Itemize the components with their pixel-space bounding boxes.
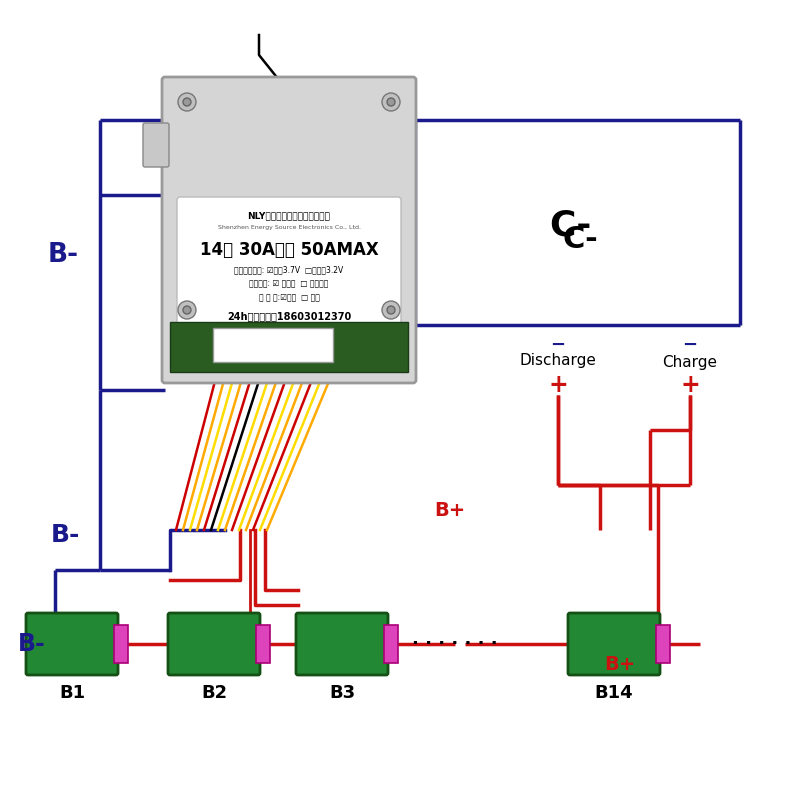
Text: · · · · · · ·: · · · · · · ·: [412, 635, 498, 653]
FancyBboxPatch shape: [143, 123, 169, 167]
Text: NLY深圳市能量源电子有限公司: NLY深圳市能量源电子有限公司: [247, 211, 330, 221]
Text: B-: B-: [47, 242, 78, 268]
Circle shape: [382, 93, 400, 111]
FancyBboxPatch shape: [162, 77, 416, 383]
FancyBboxPatch shape: [568, 613, 660, 675]
Text: 均衡功能: ☑ 常均衡  □ 不常均衡: 均衡功能: ☑ 常均衡 □ 不常均衡: [250, 279, 329, 289]
Text: C-: C-: [562, 226, 598, 254]
Circle shape: [178, 93, 196, 111]
Text: 24h服务电话：18603012370: 24h服务电话：18603012370: [227, 311, 351, 321]
FancyBboxPatch shape: [168, 613, 260, 675]
Text: B+: B+: [434, 501, 466, 519]
FancyBboxPatch shape: [26, 613, 118, 675]
Text: Discharge: Discharge: [519, 353, 597, 367]
Bar: [213, 328, 333, 362]
Text: 通 信 口:☑国口  □ 开口: 通 信 口:☑国口 □ 开口: [258, 294, 319, 302]
FancyBboxPatch shape: [296, 613, 388, 675]
Text: Charge: Charge: [662, 354, 718, 370]
Circle shape: [183, 306, 191, 314]
Text: B+: B+: [604, 655, 636, 674]
Text: B-: B-: [50, 523, 80, 547]
Text: B2: B2: [201, 684, 227, 702]
Circle shape: [382, 301, 400, 319]
Text: −: −: [682, 336, 698, 354]
Circle shape: [183, 98, 191, 106]
Text: C-: C-: [549, 208, 591, 242]
Text: −: −: [550, 336, 566, 354]
Bar: [114, 625, 128, 663]
Circle shape: [178, 301, 196, 319]
FancyBboxPatch shape: [177, 197, 401, 368]
Text: +: +: [680, 373, 700, 397]
Bar: [656, 625, 670, 663]
Text: B3: B3: [329, 684, 355, 702]
Text: B1: B1: [59, 684, 85, 702]
Text: Shenzhen Energy Source Electronics Co., Ltd.: Shenzhen Energy Source Electronics Co., …: [218, 226, 361, 230]
Bar: [256, 625, 270, 663]
Text: B-: B-: [18, 632, 46, 656]
Text: 适配电池类型: ☑锂灥3.7V  □铁锂灥3.2V: 适配电池类型: ☑锂灥3.7V □铁锂灥3.2V: [234, 266, 344, 274]
Circle shape: [387, 98, 395, 106]
Text: +: +: [548, 373, 568, 397]
Text: B14: B14: [594, 684, 634, 702]
Circle shape: [387, 306, 395, 314]
Bar: [170, 322, 408, 372]
Bar: [384, 625, 398, 663]
Text: 14节 30A持续 50AMAX: 14节 30A持续 50AMAX: [200, 241, 378, 259]
